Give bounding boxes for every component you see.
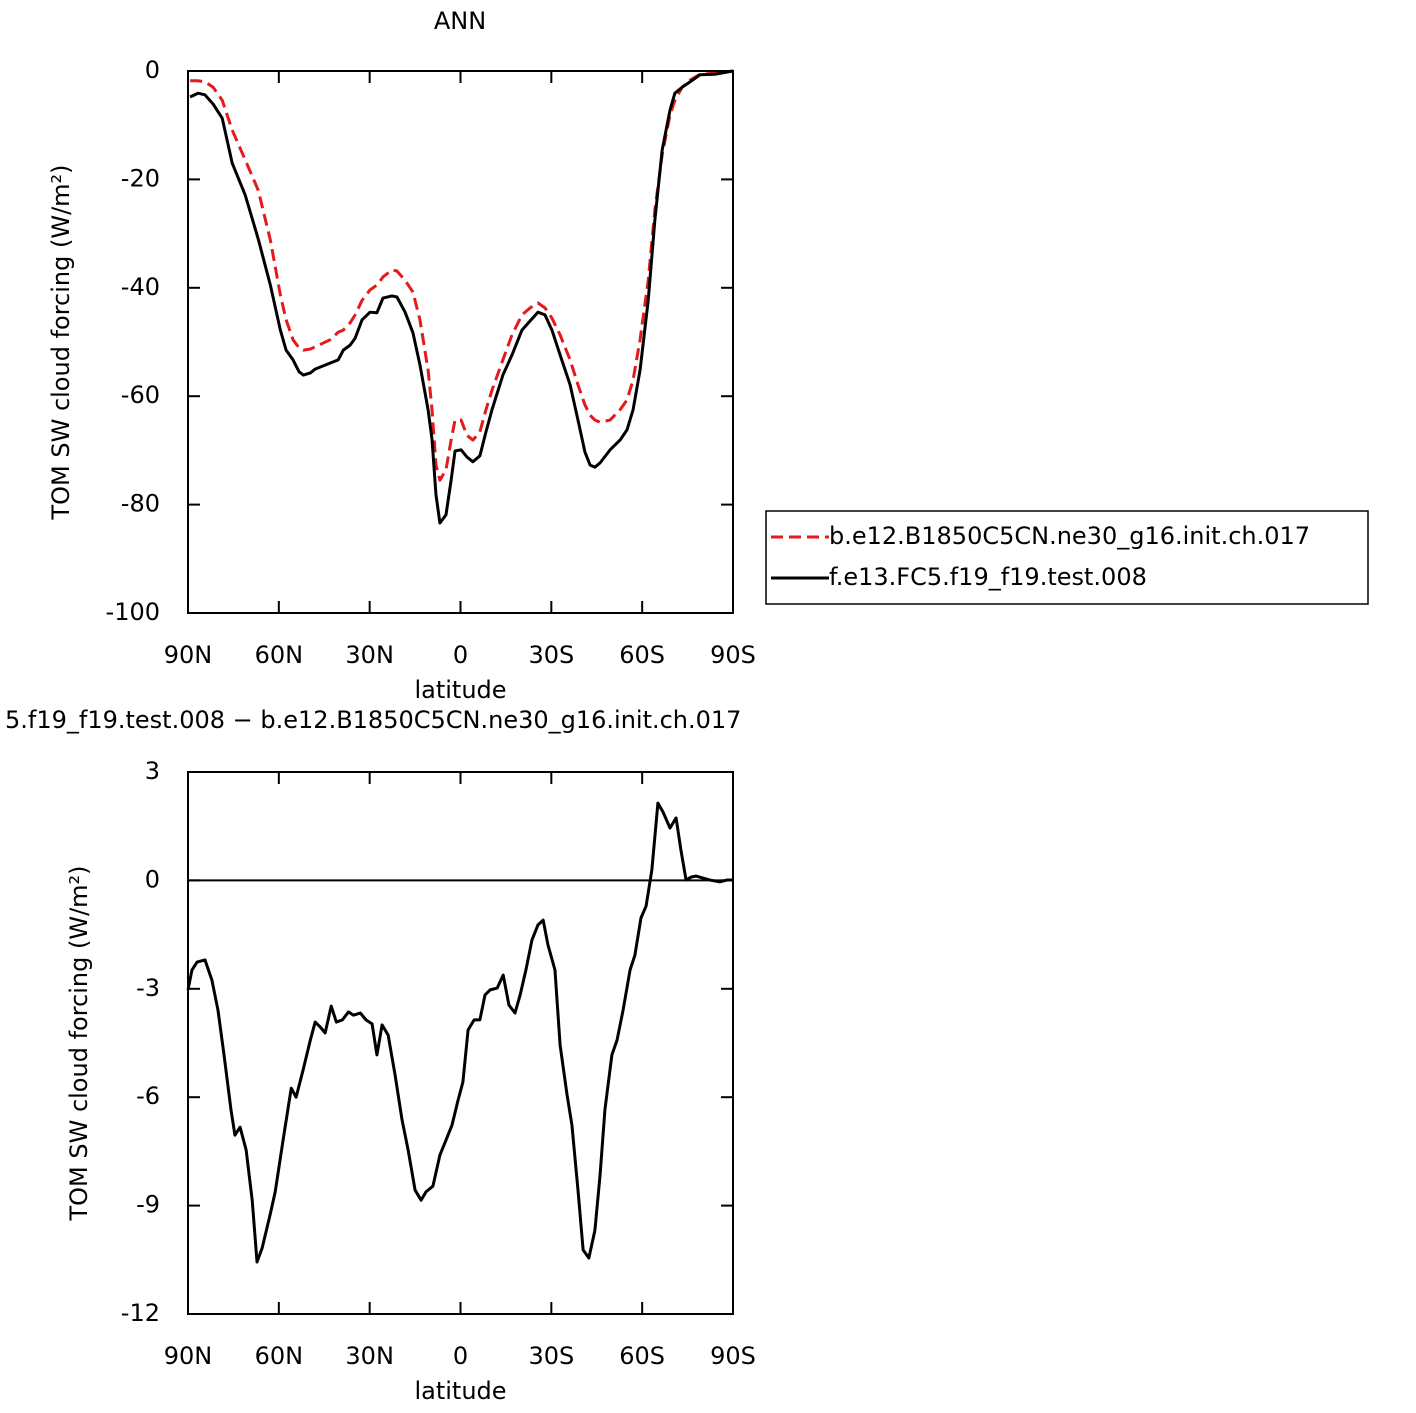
series-line: [186, 801, 733, 1264]
y-tick-label: -20: [121, 164, 160, 192]
x-tick-label: 60S: [619, 1342, 665, 1370]
legend-label: b.e12.B1850C5CN.ne30_g16.init.ch.017: [829, 522, 1310, 550]
x-tick-label: 30N: [345, 641, 394, 669]
x-tick-label: 90N: [164, 641, 213, 669]
y-tick-label: -12: [121, 1299, 160, 1327]
x-axis-label: latitude: [414, 676, 506, 704]
y-tick-label: 0: [145, 865, 160, 893]
x-tick-label: 60N: [255, 1342, 304, 1370]
legend-label: f.e13.FC5.f19_f19.test.008: [829, 563, 1147, 591]
plot-frame: [187, 70, 734, 614]
x-tick-label: 0: [453, 1342, 468, 1370]
x-tick-label: 60N: [255, 641, 304, 669]
chart-title: 5.f19_f19.test.008 − b.e12.B1850C5CN.ne3…: [5, 706, 741, 734]
x-tick-label: 90S: [710, 641, 756, 669]
y-axis-label: TOM SW cloud forcing (W/m²): [47, 164, 75, 520]
y-tick-label: -60: [121, 381, 160, 409]
legend-box: [765, 510, 1369, 605]
x-tick-label: 0: [453, 641, 468, 669]
chart-title: ANN: [434, 7, 486, 35]
x-axis-label: latitude: [414, 1377, 506, 1405]
x-tick-label: 30S: [528, 1342, 574, 1370]
y-tick-label: -9: [136, 1191, 160, 1219]
y-axis-label: TOM SW cloud forcing (W/m²): [65, 865, 93, 1221]
y-tick-label: 3: [145, 757, 160, 785]
y-tick-label: -80: [121, 490, 160, 518]
x-tick-label: 90N: [164, 1342, 213, 1370]
y-tick-label: -100: [106, 598, 160, 626]
x-tick-label: 60S: [619, 641, 665, 669]
x-tick-label: 30N: [345, 1342, 394, 1370]
y-tick-label: -40: [121, 273, 160, 301]
x-tick-label: 30S: [528, 641, 574, 669]
x-tick-label: 90S: [710, 1342, 756, 1370]
plot-frame: [187, 771, 734, 1315]
y-tick-label: -6: [136, 1082, 160, 1110]
series-line: [189, 69, 734, 525]
y-tick-label: -3: [136, 974, 160, 1002]
series-line: [190, 69, 734, 482]
y-tick-label: 0: [145, 56, 160, 84]
